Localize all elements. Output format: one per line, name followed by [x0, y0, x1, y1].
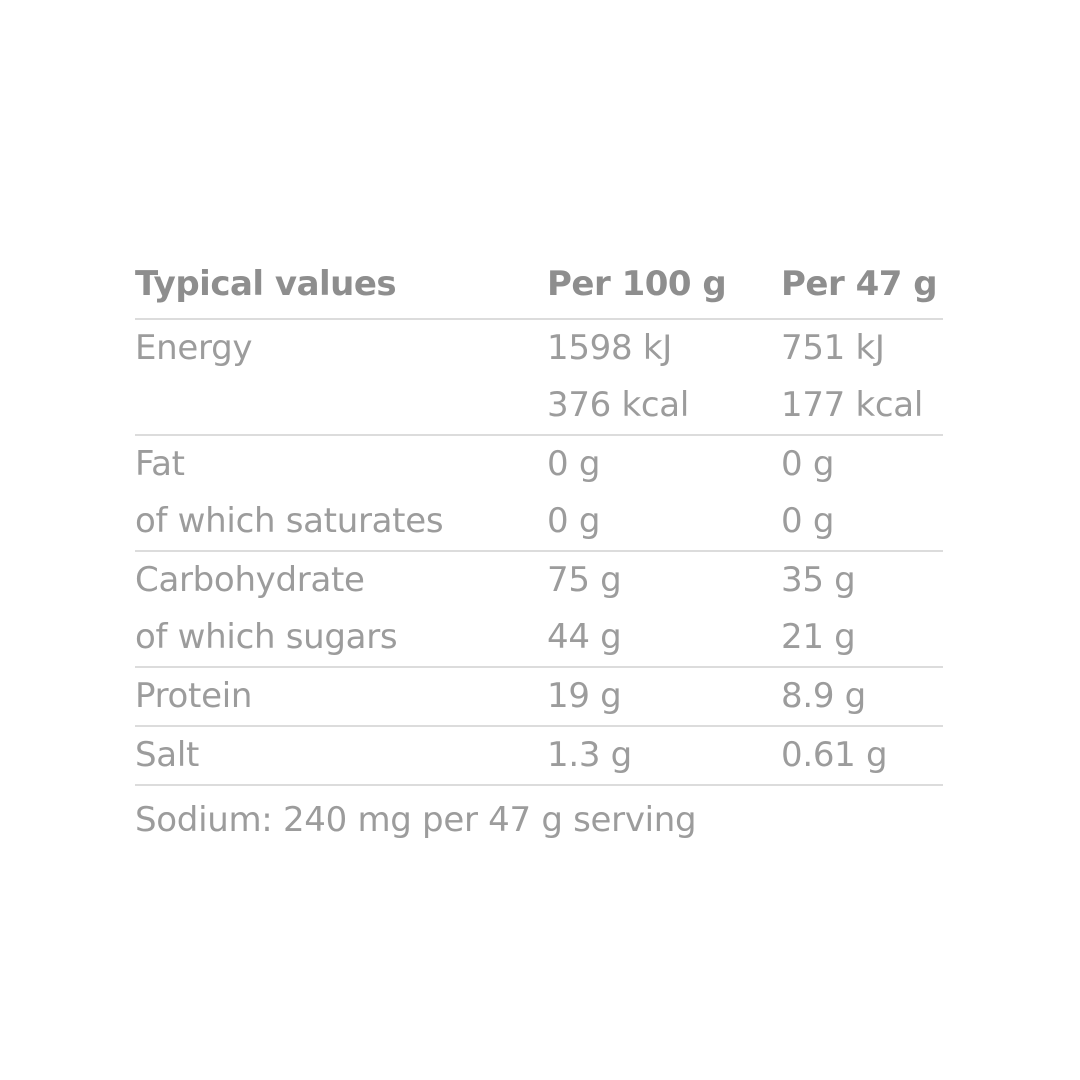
value-cell: 75 g 44 g	[547, 552, 781, 666]
nutrient-label: Salt	[135, 735, 199, 775]
value-cell: 0.61 g	[781, 727, 943, 784]
table-row: Carbohydrate of which sugars 75 g 44 g 35 g 2…	[135, 552, 943, 668]
value-cell: 19 g	[547, 668, 781, 725]
table-row: Energy 1598 kJ 376 kcal 751 kJ 177 kcal	[135, 320, 943, 436]
header-cell: Typical values	[135, 264, 397, 304]
value-cell: 35 g 21 g	[781, 552, 943, 666]
nutrient-value: 1598 kJ	[547, 328, 672, 368]
nutrient-label: Protein	[135, 676, 253, 716]
nutrient-value: 75 g	[547, 560, 622, 600]
table-row: Protein 19 g 8.9 g	[135, 668, 943, 727]
nutrient-value: 21 g	[781, 617, 856, 657]
header-row: Typical values Per 100 g Per 47 g	[135, 250, 943, 320]
nutrient-value: 0.61 g	[781, 735, 888, 775]
nutrient-value: 8.9 g	[781, 676, 866, 716]
header-cell: Per 100 g	[547, 264, 727, 304]
nutrient-value: 177 kcal	[781, 385, 923, 425]
nutrient-cell: Protein	[135, 668, 547, 725]
nutrient-label: of which saturates	[135, 501, 444, 541]
nutrient-cell: Energy	[135, 320, 547, 434]
nutrient-cell: Fat of which saturates	[135, 436, 547, 550]
nutrient-cell: Carbohydrate of which sugars	[135, 552, 547, 666]
header-cell: Per 47 g	[781, 264, 938, 304]
value-cell: 1598 kJ 376 kcal	[547, 320, 781, 434]
nutrient-value: 1.3 g	[547, 735, 632, 775]
table-row: Salt 1.3 g 0.61 g	[135, 727, 943, 786]
nutrient-value: 376 kcal	[547, 385, 689, 425]
nutrient-value: 35 g	[781, 560, 856, 600]
nutrient-value: 0 g	[781, 501, 835, 541]
nutrient-value: 0 g	[547, 444, 601, 484]
value-cell: 1.3 g	[547, 727, 781, 784]
value-cell: 8.9 g	[781, 668, 943, 725]
nutrient-value: 0 g	[547, 501, 601, 541]
nutrient-label: Fat	[135, 444, 185, 484]
footnote: Sodium: 240 mg per 47 g serving	[135, 800, 697, 840]
nutrient-value: 0 g	[781, 444, 835, 484]
value-cell: 751 kJ 177 kcal	[781, 320, 943, 434]
nutrient-value: 751 kJ	[781, 328, 885, 368]
nutrient-label: Energy	[135, 328, 253, 368]
nutrient-value: 19 g	[547, 676, 622, 716]
nutrient-label: Carbohydrate	[135, 560, 365, 600]
nutrition-table: Typical values Per 100 g Per 47 g Energy 159…	[135, 250, 943, 849]
nutrient-cell: Salt	[135, 727, 547, 784]
nutrient-label: of which sugars	[135, 617, 398, 657]
nutrient-value: 44 g	[547, 617, 622, 657]
